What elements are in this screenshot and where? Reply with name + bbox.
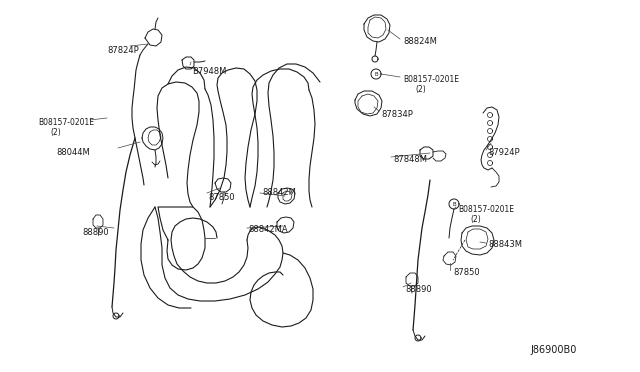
Text: B7948M: B7948M (192, 67, 227, 76)
Text: 88842M: 88842M (262, 188, 296, 197)
Text: 87848M: 87848M (393, 155, 427, 164)
Text: J86900B0: J86900B0 (530, 345, 577, 355)
Text: B: B (452, 202, 456, 206)
Text: (2): (2) (415, 85, 426, 94)
Text: (2): (2) (470, 215, 481, 224)
Text: 88044M: 88044M (56, 148, 90, 157)
Text: 88824M: 88824M (403, 37, 437, 46)
Text: 87834P: 87834P (381, 110, 413, 119)
Text: B08157-0201E: B08157-0201E (403, 75, 459, 84)
Text: B08157-0201E: B08157-0201E (458, 205, 514, 214)
Text: 87850: 87850 (208, 193, 235, 202)
Text: 88890: 88890 (405, 285, 431, 294)
Text: B08157-0201E: B08157-0201E (38, 118, 94, 127)
Text: 88842MA: 88842MA (248, 225, 287, 234)
Text: 87824P: 87824P (107, 46, 139, 55)
Text: 88890: 88890 (82, 228, 109, 237)
Text: B: B (374, 71, 378, 77)
Text: (2): (2) (50, 128, 61, 137)
Text: 88843M: 88843M (488, 240, 522, 249)
Text: 87924P: 87924P (488, 148, 520, 157)
Text: 87850: 87850 (453, 268, 479, 277)
